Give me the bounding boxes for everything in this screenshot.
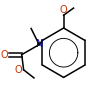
Text: O: O — [15, 65, 22, 75]
Text: O: O — [60, 5, 67, 15]
Text: N: N — [36, 39, 43, 49]
Text: O: O — [1, 50, 9, 60]
